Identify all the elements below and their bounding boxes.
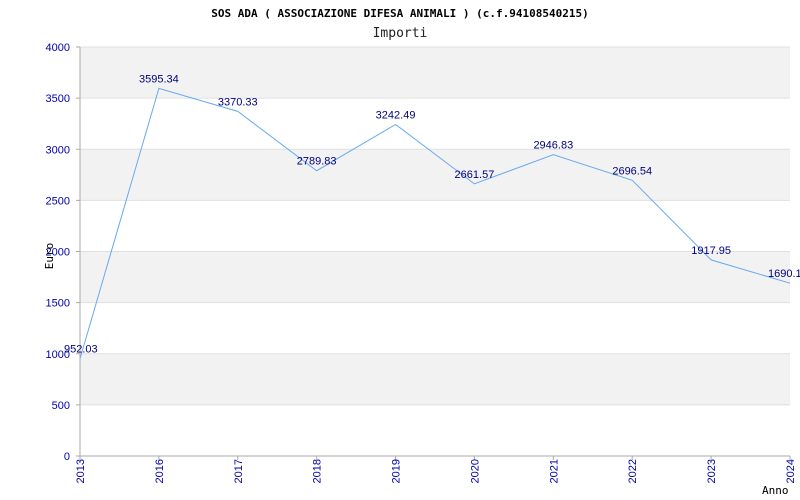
x-tick-label: 2013: [75, 459, 87, 483]
background-bands: [80, 47, 790, 405]
background-band: [80, 353, 790, 405]
x-tick-label: 2019: [391, 459, 403, 483]
y-tick-label: 1500: [46, 298, 70, 310]
y-tick-label: 500: [52, 400, 70, 412]
data-label: 3242.49: [376, 109, 416, 121]
y-tick-label: 0: [64, 451, 70, 463]
data-label: 1917.95: [691, 245, 731, 257]
data-label: 2946.83: [533, 140, 573, 152]
x-axis-ticks: 2013 2016 2017 2018 2019 2020 2021 2022 2023 2024: [75, 456, 797, 483]
data-label: 1690.1: [768, 268, 800, 280]
x-tick-label: 2016: [154, 459, 166, 483]
y-tick-label: 2000: [46, 247, 70, 259]
grid-lines: [76, 46, 790, 457]
background-band: [80, 47, 790, 99]
y-axis-ticks: 0 500 1000 1500 2000 2500 3000 3500 4000: [46, 42, 70, 463]
x-tick-label: 2018: [312, 459, 324, 483]
chart-subtitle: Importi: [373, 26, 428, 41]
y-tick-label: 4000: [46, 42, 70, 54]
x-tick-label: 2023: [706, 459, 718, 483]
x-tick-label: 2024: [785, 459, 797, 483]
y-tick-label: 2500: [46, 195, 70, 207]
x-axis-label: Anno: [762, 484, 789, 497]
x-tick-label: 2020: [469, 459, 481, 483]
chart-title: SOS ADA ( ASSOCIAZIONE DIFESA ANIMALI ) …: [211, 7, 589, 20]
data-label: 3370.33: [218, 96, 258, 108]
x-tick-label: 2022: [627, 459, 639, 483]
background-band: [80, 251, 790, 303]
y-tick-label: 3500: [46, 93, 70, 105]
x-tick-label: 2017: [233, 459, 245, 483]
y-tick-label: 1000: [46, 349, 70, 361]
x-tick-label: 2021: [548, 459, 560, 483]
y-tick-label: 3000: [46, 144, 70, 156]
data-label: 952.03: [64, 344, 98, 356]
data-label: 2696.54: [612, 165, 652, 177]
data-labels: 952.03 3595.34 3370.33 2789.83 3242.49 2661.5…: [64, 73, 800, 355]
data-label: 3595.34: [139, 73, 179, 85]
background-band: [80, 149, 790, 201]
series-line: [79, 87, 791, 359]
y-axis-label: Euro: [43, 243, 56, 270]
data-label: 2661.57: [455, 169, 495, 181]
data-label: 2789.83: [297, 156, 337, 168]
